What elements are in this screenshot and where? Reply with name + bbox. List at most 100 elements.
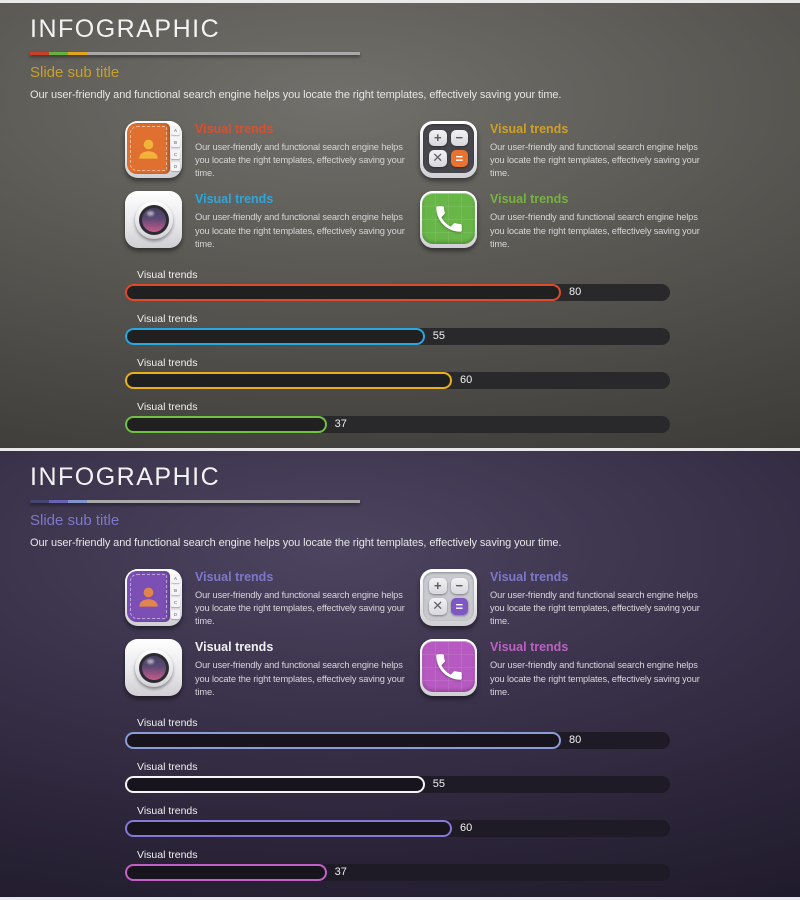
bar-row: Visual trends 80 (125, 717, 670, 749)
calculator-icon: + − ✕ = (420, 568, 477, 626)
bar-label: Visual trends (137, 760, 198, 773)
camera-lens (134, 200, 173, 239)
feature-card: Visual trends Our user-friendly and func… (125, 639, 410, 699)
bar-row: Visual trends 55 (125, 761, 670, 793)
feature-card: + − ✕ = Visual trends Our user-friendly … (420, 568, 700, 629)
calculator-icon: + − ✕ = (420, 120, 477, 178)
bar-value: 37 (334, 417, 347, 430)
feature-body: Our user-friendly and functional search … (490, 589, 700, 627)
divider-segment (68, 51, 87, 55)
camera-icon (125, 191, 182, 249)
feature-body: Our user-friendly and functional search … (490, 212, 700, 249)
bar-value: 55 (432, 329, 445, 342)
divider-segment (49, 51, 68, 55)
bar-value: 80 (569, 285, 582, 298)
slide-subtitle: Slide sub title (30, 63, 120, 81)
bar-track: 37 (125, 415, 670, 433)
bar-chart: Visual trends 80 Visual trends 55 Visual… (125, 717, 670, 881)
divider-segment (30, 499, 49, 503)
feature-card: Visual trends Our user-friendly and func… (420, 191, 700, 251)
frame-line-middle (0, 448, 800, 451)
bar-track: 37 (125, 863, 670, 881)
frame-line-top (0, 0, 800, 3)
feature-title: Visual trends (490, 640, 569, 655)
feature-body: Our user-friendly and functional search … (195, 212, 405, 249)
feature-card: A B C D Visual trends Our user-friendly … (125, 568, 410, 629)
bar-pill (125, 819, 452, 837)
title-divider (30, 499, 360, 503)
feature-title: Visual trends (195, 121, 274, 136)
phone-icon (420, 191, 477, 249)
contacts-tabs: A B C D (171, 125, 180, 171)
bar-pill (125, 283, 561, 301)
divider-segment (30, 51, 49, 55)
person-glyph (139, 587, 158, 607)
contacts-tabs: A B C D (171, 573, 180, 619)
slide-description: Our user-friendly and functional search … (30, 536, 562, 549)
feature-grid: A B C D Visual trends Our user-friendly … (125, 120, 770, 251)
feature-title: Visual trends (490, 192, 569, 207)
feature-body: Our user-friendly and functional search … (195, 660, 405, 697)
phone-icon (420, 639, 477, 697)
contacts-icon: A B C D (125, 568, 182, 626)
feature-body: Our user-friendly and functional search … (195, 141, 405, 179)
feature-card: + − ✕ = Visual trends Our user-friendly … (420, 120, 700, 181)
bar-label: Visual trends (137, 400, 198, 413)
bar-row: Visual trends 60 (125, 805, 670, 837)
bar-track: 60 (125, 819, 670, 837)
feature-card: Visual trends Our user-friendly and func… (125, 191, 410, 251)
bar-pill (125, 775, 425, 793)
bar-row: Visual trends 55 (125, 313, 670, 345)
bar-pill (125, 863, 327, 881)
feature-title: Visual trends (490, 569, 569, 584)
contacts-cover (127, 570, 170, 622)
divider-segment (68, 499, 87, 503)
calculator-keys: + − ✕ = (423, 571, 474, 621)
bar-label: Visual trends (137, 804, 198, 817)
bar-value: 55 (432, 777, 445, 790)
bar-track: 80 (125, 731, 670, 749)
page-title: INFOGRAPHIC (30, 15, 221, 43)
bar-row: Visual trends 80 (125, 269, 670, 301)
handset-glyph (435, 654, 462, 680)
bar-label: Visual trends (137, 312, 198, 325)
multiply-key: ✕ (429, 149, 447, 167)
calculator-keys: + − ✕ = (423, 123, 474, 173)
bar-track: 55 (125, 327, 670, 345)
feature-body: Our user-friendly and functional search … (195, 589, 405, 627)
bar-row: Visual trends 37 (125, 401, 670, 433)
title-divider (30, 51, 360, 55)
slide-gray: INFOGRAPHIC Slide sub title Our user-fri… (0, 3, 800, 448)
multiply-key: ✕ (429, 597, 447, 615)
bar-value: 60 (460, 373, 473, 386)
bar-value: 37 (334, 865, 347, 878)
contacts-cover (127, 122, 170, 174)
bar-label: Visual trends (137, 716, 198, 729)
bar-track: 60 (125, 371, 670, 389)
frame-line-bottom (0, 897, 800, 900)
person-glyph (139, 139, 158, 159)
equals-key: = (450, 149, 468, 167)
feature-grid: A B C D Visual trends Our user-friendly … (125, 568, 770, 699)
slide-subtitle: Slide sub title (30, 511, 120, 529)
feature-card: A B C D Visual trends Our user-friendly … (125, 120, 410, 181)
camera-lens (134, 648, 173, 687)
camera-icon (125, 639, 182, 697)
bar-label: Visual trends (137, 356, 198, 369)
bar-pill (125, 731, 561, 749)
slide-description: Our user-friendly and functional search … (30, 88, 562, 101)
divider-rest (87, 51, 360, 55)
divider-rest (87, 499, 360, 503)
page-title: INFOGRAPHIC (30, 463, 221, 491)
feature-body: Our user-friendly and functional search … (490, 660, 700, 697)
slide-purple: INFOGRAPHIC Slide sub title Our user-fri… (0, 451, 800, 897)
feature-title: Visual trends (195, 192, 274, 207)
phone-face (422, 193, 475, 245)
feature-card: Visual trends Our user-friendly and func… (420, 639, 700, 699)
divider-segment (49, 499, 68, 503)
bar-row: Visual trends 60 (125, 357, 670, 389)
minus-key: − (450, 129, 468, 146)
handset-glyph (435, 206, 462, 232)
feature-title: Visual trends (490, 121, 569, 136)
